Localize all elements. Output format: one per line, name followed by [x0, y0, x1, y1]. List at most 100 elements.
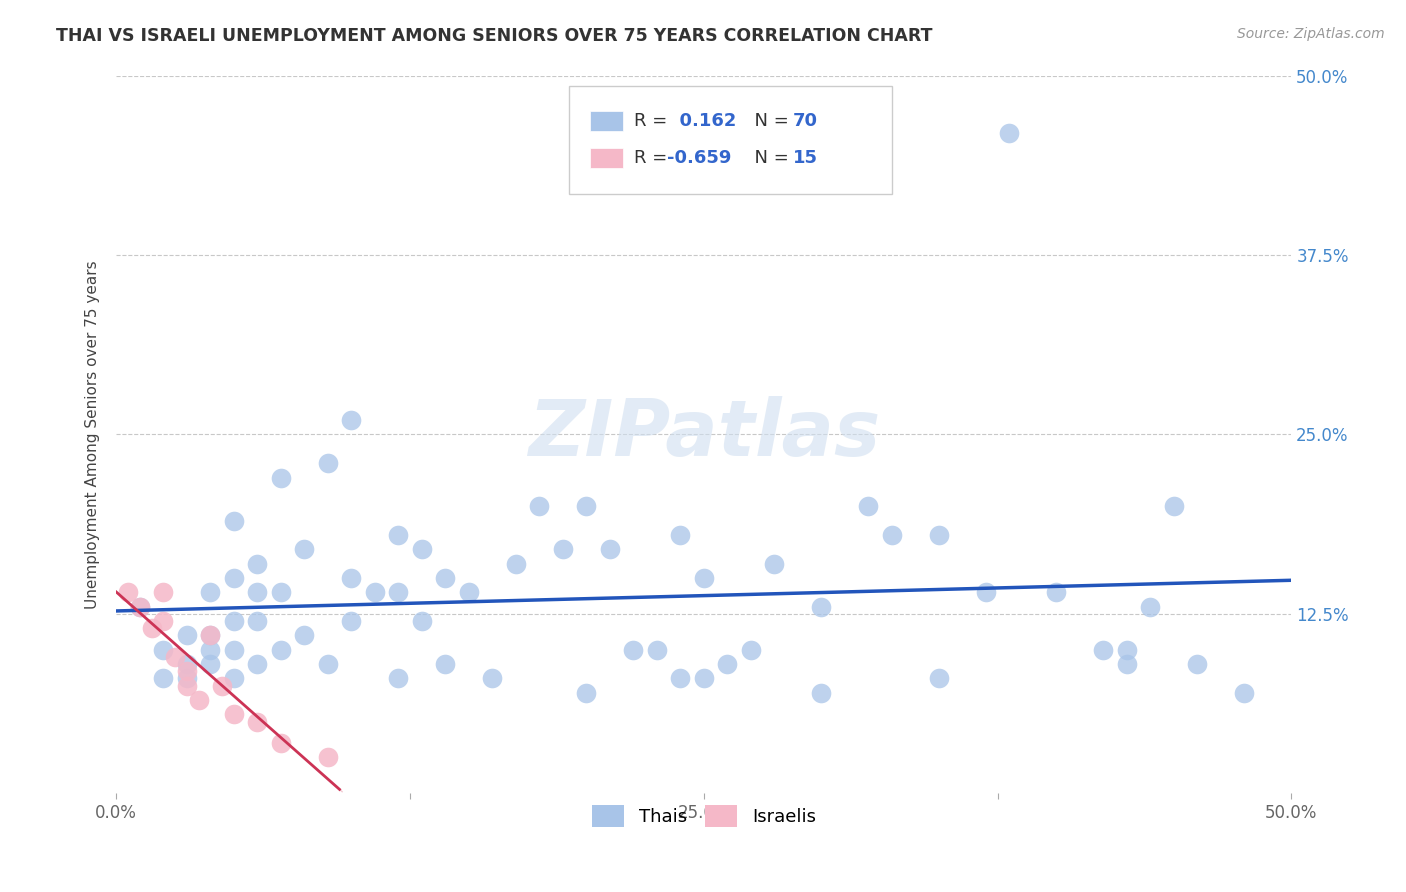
Point	[176, 628, 198, 642]
Point	[1115, 642, 1137, 657]
Point	[152, 614, 174, 628]
Point	[222, 514, 245, 528]
Point	[270, 642, 292, 657]
Text: N =: N =	[742, 149, 794, 167]
Point	[246, 614, 269, 628]
Point	[292, 542, 315, 557]
Point	[387, 585, 409, 599]
Point	[340, 614, 363, 628]
FancyBboxPatch shape	[591, 111, 623, 131]
Point	[693, 672, 716, 686]
Point	[152, 585, 174, 599]
Point	[411, 542, 433, 557]
Point	[740, 642, 762, 657]
Point	[387, 672, 409, 686]
Point	[551, 542, 574, 557]
Point	[200, 628, 222, 642]
Text: 15: 15	[793, 149, 818, 167]
Point	[599, 542, 621, 557]
Point	[1092, 642, 1115, 657]
Point	[858, 500, 880, 514]
Text: Source: ZipAtlas.com: Source: ZipAtlas.com	[1237, 27, 1385, 41]
Point	[1233, 686, 1256, 700]
Point	[152, 672, 174, 686]
Point	[340, 413, 363, 427]
Point	[669, 528, 692, 542]
Point	[1115, 657, 1137, 672]
Point	[117, 585, 139, 599]
Point	[1139, 599, 1161, 614]
Point	[364, 585, 387, 599]
Point	[246, 557, 269, 571]
Point	[669, 672, 692, 686]
Point	[411, 614, 433, 628]
Point	[176, 672, 198, 686]
Point	[316, 456, 339, 470]
Point	[505, 557, 527, 571]
Point	[810, 686, 832, 700]
Point	[200, 585, 222, 599]
Point	[246, 585, 269, 599]
Point	[575, 686, 598, 700]
Point	[1187, 657, 1209, 672]
Point	[645, 642, 668, 657]
Point	[292, 628, 315, 642]
Text: 0.162: 0.162	[668, 112, 737, 129]
Point	[693, 571, 716, 585]
Point	[246, 714, 269, 729]
Point	[176, 679, 198, 693]
Text: R =: R =	[634, 112, 673, 129]
Text: -0.659: -0.659	[668, 149, 731, 167]
Point	[434, 657, 457, 672]
Point	[211, 679, 233, 693]
Point	[176, 657, 198, 672]
FancyBboxPatch shape	[568, 87, 891, 194]
Point	[141, 621, 163, 635]
Point	[340, 571, 363, 585]
Point	[200, 628, 222, 642]
Point	[621, 642, 644, 657]
Point	[128, 599, 150, 614]
Legend: Thais, Israelis: Thais, Israelis	[585, 798, 823, 835]
Text: THAI VS ISRAELI UNEMPLOYMENT AMONG SENIORS OVER 75 YEARS CORRELATION CHART: THAI VS ISRAELI UNEMPLOYMENT AMONG SENIO…	[56, 27, 932, 45]
Point	[222, 571, 245, 585]
Text: 70: 70	[793, 112, 818, 129]
Point	[222, 614, 245, 628]
Point	[880, 528, 903, 542]
Point	[529, 500, 551, 514]
Point	[270, 470, 292, 484]
Point	[270, 736, 292, 750]
Point	[716, 657, 738, 672]
Point	[176, 665, 198, 679]
Point	[575, 500, 598, 514]
Point	[270, 585, 292, 599]
Y-axis label: Unemployment Among Seniors over 75 years: Unemployment Among Seniors over 75 years	[86, 260, 100, 608]
Point	[763, 557, 786, 571]
Point	[152, 642, 174, 657]
Point	[810, 599, 832, 614]
Point	[998, 126, 1021, 140]
Point	[1163, 500, 1185, 514]
Point	[928, 528, 950, 542]
Point	[246, 657, 269, 672]
Point	[163, 650, 186, 665]
Point	[316, 657, 339, 672]
Point	[200, 642, 222, 657]
Text: N =: N =	[742, 112, 794, 129]
Point	[457, 585, 479, 599]
Text: R =: R =	[634, 149, 673, 167]
Point	[387, 528, 409, 542]
Point	[1045, 585, 1067, 599]
Point	[928, 672, 950, 686]
Point	[187, 693, 209, 707]
Point	[974, 585, 997, 599]
FancyBboxPatch shape	[591, 148, 623, 168]
Point	[222, 707, 245, 722]
Point	[128, 599, 150, 614]
Point	[434, 571, 457, 585]
Point	[481, 672, 503, 686]
Point	[316, 750, 339, 764]
Point	[222, 672, 245, 686]
Point	[200, 657, 222, 672]
Point	[222, 642, 245, 657]
